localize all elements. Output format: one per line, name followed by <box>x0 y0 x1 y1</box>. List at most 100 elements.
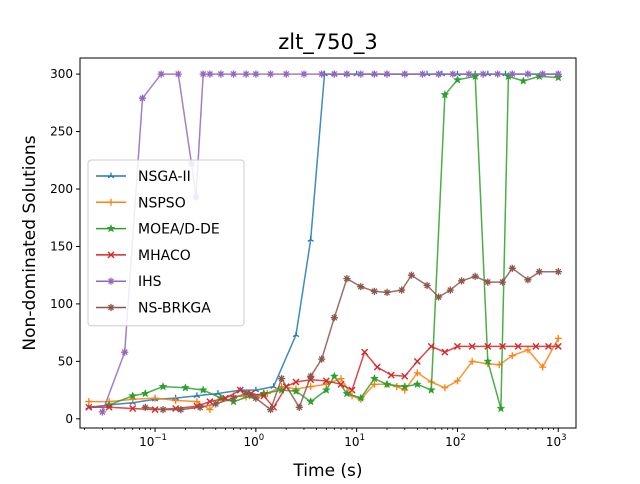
data-point <box>177 406 185 414</box>
y-axis-label: Non-dominated Solutions <box>20 135 40 350</box>
data-point <box>435 70 443 78</box>
data-point <box>107 251 115 259</box>
x-tick-label: 101 <box>344 433 365 449</box>
data-point <box>252 394 260 402</box>
data-point <box>157 70 165 78</box>
data-point <box>267 70 275 78</box>
data-point <box>468 357 476 365</box>
data-point <box>229 70 238 78</box>
data-point <box>532 342 540 350</box>
data-point <box>229 394 238 402</box>
data-point <box>217 70 225 78</box>
data-point <box>435 293 443 301</box>
y-tick-label: 50 <box>58 354 73 368</box>
data-point <box>427 342 435 350</box>
data-point <box>267 406 275 414</box>
legend-item: NS-BRKGA <box>96 301 211 317</box>
data-point <box>252 70 260 78</box>
data-point <box>172 396 180 404</box>
data-point <box>544 342 552 350</box>
legend-label: NSGA-II <box>138 169 191 185</box>
data-point <box>172 404 180 412</box>
data-point <box>407 271 416 279</box>
data-point <box>292 378 300 386</box>
data-point <box>174 70 182 78</box>
y-tick-label: 150 <box>50 239 73 253</box>
data-point <box>484 342 492 350</box>
data-point <box>535 268 543 276</box>
data-point <box>107 198 115 206</box>
data-point <box>470 71 480 81</box>
legend-item: MOEA/D-DE <box>96 222 220 238</box>
data-point <box>446 286 454 294</box>
data-point <box>471 272 479 280</box>
y-tick-label: 250 <box>50 125 73 139</box>
x-axis-label: Time (s) <box>292 461 362 480</box>
legend-label: MHACO <box>138 248 191 264</box>
data-point <box>198 385 208 394</box>
data-point <box>180 383 190 392</box>
data-point <box>393 383 401 391</box>
data-point <box>383 288 391 296</box>
legend-label: NS-BRKGA <box>138 301 211 317</box>
data-point <box>343 275 351 283</box>
series-ns-brkga <box>141 264 562 414</box>
y-tick-label: 300 <box>50 67 73 81</box>
x-tick-label: 103 <box>546 433 567 449</box>
data-point <box>508 70 516 78</box>
data-point <box>483 356 493 366</box>
y-tick-label: 0 <box>65 412 73 426</box>
data-point <box>458 277 466 285</box>
data-point <box>98 408 106 416</box>
data-point <box>383 70 391 78</box>
data-point <box>539 363 547 371</box>
data-point <box>361 348 369 356</box>
data-point <box>337 380 345 388</box>
legend-label: IHS <box>138 274 162 290</box>
data-point <box>539 70 547 78</box>
data-point <box>300 70 308 78</box>
data-point <box>479 70 487 78</box>
data-point <box>193 392 201 399</box>
data-point <box>292 331 300 338</box>
data-point <box>159 406 167 414</box>
data-point <box>206 406 214 414</box>
data-point <box>242 389 250 398</box>
y-axis: 0 50 100 150 200 250 300 <box>50 67 80 426</box>
data-point <box>524 346 532 354</box>
data-point <box>212 400 220 408</box>
data-point <box>206 70 214 78</box>
data-point <box>484 278 492 286</box>
data-point <box>85 398 93 406</box>
data-point <box>373 363 381 371</box>
y-tick-label: 100 <box>50 297 73 311</box>
data-point <box>413 357 421 365</box>
data-point <box>318 355 326 363</box>
x-tick-label: 100 <box>244 433 265 449</box>
data-point <box>278 375 286 383</box>
data-point <box>206 398 214 406</box>
data-point <box>554 334 562 342</box>
data-point <box>418 70 427 78</box>
data-point <box>158 381 168 391</box>
data-point <box>121 348 129 356</box>
data-point <box>199 70 207 78</box>
data-point <box>494 70 502 78</box>
data-point <box>270 383 277 389</box>
data-point <box>468 342 476 350</box>
data-point <box>236 386 244 394</box>
data-point <box>337 375 345 383</box>
data-point <box>423 281 431 290</box>
data-point <box>291 386 301 396</box>
data-point <box>554 342 562 350</box>
data-point <box>357 70 365 78</box>
data-point <box>282 70 290 78</box>
data-point <box>107 277 115 285</box>
data-point <box>398 286 406 294</box>
data-point <box>151 394 159 402</box>
data-point <box>107 303 115 312</box>
data-point <box>508 264 516 272</box>
data-point <box>356 393 366 402</box>
data-point <box>453 377 461 385</box>
